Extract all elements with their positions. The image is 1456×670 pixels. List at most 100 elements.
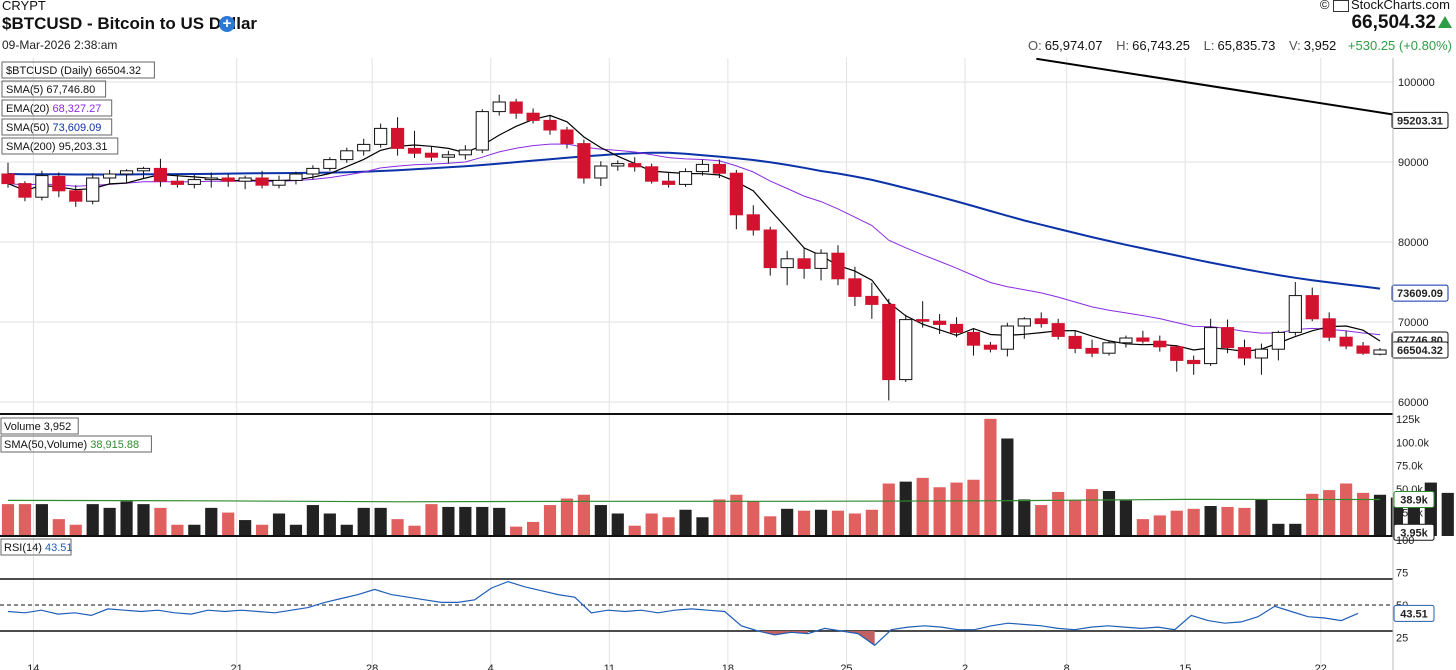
volume-bar	[1119, 500, 1133, 536]
candle-body	[390, 127, 405, 149]
ohlc-readout: O: 65,974.07 H: 66,743.25 L: 65,835.73 V: 3,…	[1018, 38, 1452, 53]
candle-body	[306, 167, 320, 175]
volume-right-label: 38.9k	[1393, 491, 1435, 509]
volume-bar	[865, 509, 878, 536]
candle-body	[323, 159, 337, 169]
volume-legend-box	[0, 417, 79, 435]
price-tick-label: 80000	[1398, 237, 1429, 249]
candle-body	[780, 258, 794, 269]
symbol-title[interactable]: $BTCUSD - Bitcoin to US Dollar	[2, 14, 258, 33]
candle-body	[1356, 345, 1370, 354]
volume-bar	[814, 509, 828, 536]
candle-body	[543, 119, 557, 131]
volume-bar	[357, 507, 370, 536]
candle-body	[18, 183, 32, 198]
price-tick-label: 90000	[1398, 157, 1429, 169]
rsi-legend-item: RSI(14) 43.51	[0, 538, 73, 556]
volume-bar	[1187, 508, 1200, 536]
candle-body	[1034, 318, 1048, 325]
price-change: +530.25 (+0.80%)	[1347, 38, 1452, 53]
volume-bar	[1153, 515, 1166, 536]
main-legend-label: SMA(5) 67,746.80	[6, 84, 95, 96]
main-legend-item: EMA(20) 68,327.27	[1, 99, 113, 117]
low-value: 65,835.73	[1217, 38, 1276, 53]
volume-bar	[205, 507, 218, 536]
candle-body	[1220, 327, 1235, 349]
price-chart[interactable]: 60000 70000 80000 90000 100000 95203.31 73609.…	[0, 58, 1456, 670]
main-legend-value: 73,609.09	[52, 122, 101, 134]
candle-body	[611, 163, 625, 167]
main-legend-item: SMA(5) 67,746.80	[1, 80, 107, 98]
high-value: 66,743.25	[1132, 38, 1190, 53]
volume-tick-label: 100.0k	[1396, 437, 1430, 449]
rsi-right-label-box	[1393, 604, 1435, 622]
candle-body	[170, 180, 184, 185]
candle-body	[35, 175, 49, 198]
volume-bar	[1255, 499, 1268, 536]
volume-bar	[493, 507, 506, 536]
candle-body	[933, 320, 947, 325]
volume-legend-item: Volume 3,952	[0, 417, 79, 435]
price-right-label-box	[1391, 111, 1449, 129]
candle-body	[509, 101, 523, 114]
candle-body	[1068, 335, 1082, 349]
volume-right-label-box	[1393, 491, 1435, 509]
volume-bar	[560, 498, 574, 536]
volume-bar	[848, 513, 862, 536]
volume-bar	[594, 505, 607, 536]
volume-bar	[476, 506, 489, 536]
rsi-tick-label: 25	[1396, 633, 1408, 645]
volume-bar	[713, 499, 726, 536]
candle-body	[1017, 318, 1031, 327]
main-legend-value: 95,203.31	[59, 141, 108, 153]
price-up-arrow-icon	[1438, 16, 1452, 28]
candle-body	[407, 147, 422, 154]
volume-sma-line	[7, 498, 1381, 503]
volume-bar	[577, 494, 590, 536]
chart-datetime: 09-Mar-2026 2:38:am	[2, 38, 118, 52]
volume-bar	[798, 510, 811, 536]
volume-bar	[69, 524, 82, 536]
candle-body	[272, 179, 286, 186]
candle-body	[204, 177, 218, 181]
rsi-tick-label: 75	[1396, 568, 1408, 580]
x-axis-label: 4	[488, 663, 494, 670]
volume-tick-label: 125k	[1396, 414, 1420, 426]
main-legend-value: 66504.32	[95, 65, 141, 77]
candle-body	[458, 149, 472, 156]
low-label: L:	[1203, 38, 1215, 53]
candle-body	[695, 163, 710, 173]
rsi-right-label: 43.51	[1393, 604, 1435, 622]
volume-bar	[120, 501, 133, 536]
candle-body	[865, 295, 879, 305]
candle-body	[1170, 346, 1184, 361]
volume-bar	[103, 507, 116, 536]
main-legend-label: SMA(200) 95,203.31	[6, 141, 108, 153]
volume-bar	[662, 517, 675, 536]
candle-body	[1288, 295, 1302, 333]
candle-body	[560, 129, 574, 145]
volume-bar	[1272, 523, 1285, 536]
volume-legend-item: SMA(50,Volume) 38,915.88	[0, 435, 152, 453]
candle-body	[1254, 348, 1269, 359]
volume-legend-box	[0, 435, 152, 453]
volume-bar	[1035, 505, 1048, 536]
volume-bar	[1102, 491, 1116, 536]
add-symbol-icon[interactable]: +	[219, 16, 235, 32]
brand-logo[interactable]: © StockCharts.com	[1320, 0, 1450, 12]
candle-body	[1187, 359, 1201, 365]
price-right-label-box	[1391, 284, 1449, 302]
volume-bar	[831, 510, 845, 536]
candle-body	[814, 252, 828, 269]
volume-bar	[1373, 494, 1387, 536]
volume-bar	[1052, 491, 1065, 536]
sma200-line	[1036, 58, 1431, 122]
volume-bar	[374, 507, 387, 536]
volume-bar	[425, 504, 438, 536]
volume-bar	[679, 509, 692, 536]
candle-body	[492, 101, 506, 113]
candle-body	[221, 177, 235, 182]
price-right-label-text: 66504.32	[1397, 345, 1443, 357]
open-label: O:	[1027, 38, 1042, 53]
volume-bar	[1289, 523, 1302, 536]
